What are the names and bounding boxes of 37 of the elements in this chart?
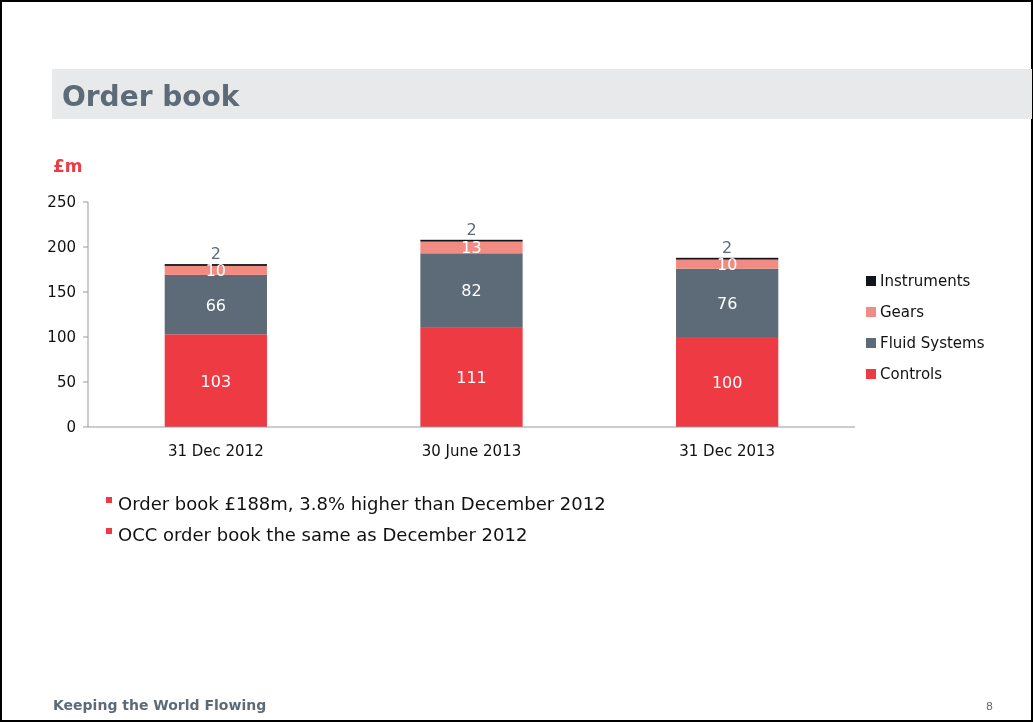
text: 8 [986,700,993,713]
data-label: 2 [722,237,733,257]
data-label: 13 [461,238,482,258]
y-tick-label: 150 [47,283,76,301]
legend-label: Instruments [880,272,971,290]
data-label: 103 [200,371,232,391]
data-label: 66 [205,295,227,315]
bar [676,259,779,269]
bar [676,337,779,427]
y-axis-title: £m [53,156,83,176]
y-tick-label: 50 [56,373,76,391]
x-tick-label: 31 Dec 2013 [679,442,776,460]
data-label: 76 [716,293,738,313]
bar [164,334,267,427]
data-label: 10 [716,255,738,275]
bar [420,327,523,427]
legend-label: Controls [880,365,943,383]
legend-label: Fluid Systems [880,334,985,352]
legend-label: Gears [880,303,925,321]
x-tick-label: 30 June 2013 [421,442,522,460]
data-label: 111 [456,368,487,388]
bar [420,253,523,328]
text: Order book £188m, 3.8% higher than December 2012 [118,493,606,514]
data-label: 100 [711,373,743,392]
y-tick-label: 0 [66,418,76,436]
data-label: 82 [461,281,482,301]
data-label: 2 [210,244,221,264]
data-label: 2 [466,219,477,239]
x-tick-label: 31 Dec 2012 [167,442,264,460]
chart-title: Order book [62,80,241,113]
y-tick-label: 250 [47,193,76,211]
text: OCC order book the same as December 2012 [118,524,528,545]
y-tick-label: 100 [47,328,76,346]
y-tick-label: 200 [47,238,76,256]
bar [676,268,779,337]
bar [164,274,267,335]
text: Keeping the World Flowing [53,697,267,713]
